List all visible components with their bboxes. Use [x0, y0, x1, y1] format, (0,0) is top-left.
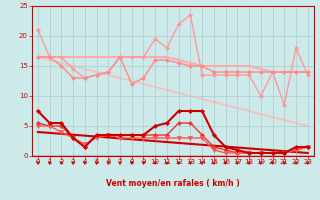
X-axis label: Vent moyen/en rafales ( km/h ): Vent moyen/en rafales ( km/h ) — [106, 179, 240, 188]
